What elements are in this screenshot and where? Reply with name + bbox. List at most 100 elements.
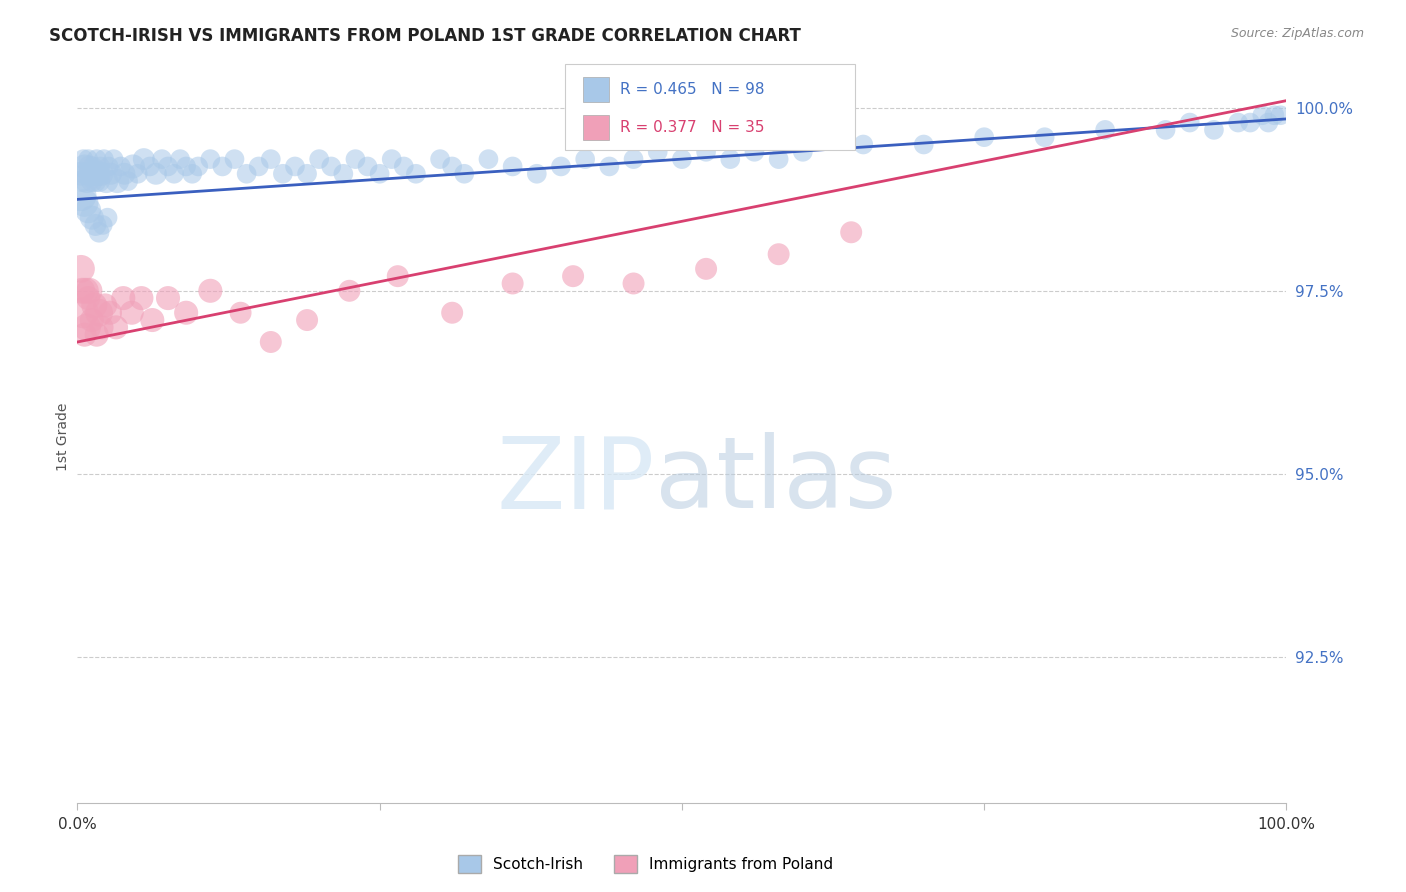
Point xyxy=(97,160,120,174)
Point xyxy=(284,160,307,174)
Point xyxy=(1033,130,1056,145)
Point xyxy=(157,291,180,305)
Point xyxy=(247,160,270,174)
Point xyxy=(94,298,117,312)
Point xyxy=(83,167,105,181)
Point xyxy=(973,130,995,145)
Point xyxy=(72,152,94,166)
Point xyxy=(744,145,766,159)
Point xyxy=(90,320,112,334)
Point xyxy=(526,167,548,181)
Point xyxy=(1239,115,1261,129)
Point xyxy=(73,327,96,342)
Point xyxy=(90,167,112,181)
Point xyxy=(295,167,318,181)
Point xyxy=(103,152,125,166)
Point xyxy=(80,174,103,188)
Point xyxy=(1263,108,1285,122)
Point xyxy=(695,145,717,159)
Point xyxy=(87,225,110,239)
Point xyxy=(70,174,93,188)
Text: atlas: atlas xyxy=(655,433,897,530)
Point xyxy=(72,306,94,320)
Point xyxy=(224,152,246,166)
Text: SCOTCH-IRISH VS IMMIGRANTS FROM POLAND 1ST GRADE CORRELATION CHART: SCOTCH-IRISH VS IMMIGRANTS FROM POLAND 1… xyxy=(49,27,801,45)
Point xyxy=(229,306,252,320)
Point xyxy=(100,167,122,181)
Point xyxy=(387,269,409,284)
Point xyxy=(139,160,162,174)
Point xyxy=(356,160,378,174)
Point xyxy=(1094,123,1116,137)
Point xyxy=(77,152,100,166)
Point xyxy=(105,320,128,334)
Point xyxy=(1227,115,1250,129)
Point xyxy=(73,160,96,174)
Point xyxy=(93,152,115,166)
Point xyxy=(86,152,108,166)
Point xyxy=(82,160,104,174)
Point xyxy=(271,167,294,181)
Point xyxy=(260,152,283,166)
Point xyxy=(295,313,318,327)
Legend: Scotch-Irish, Immigrants from Poland: Scotch-Irish, Immigrants from Poland xyxy=(453,848,839,880)
Point xyxy=(441,160,464,174)
Point xyxy=(200,284,222,298)
Point xyxy=(181,167,204,181)
Point xyxy=(105,174,128,188)
Point xyxy=(405,167,427,181)
Point xyxy=(381,152,404,166)
Point xyxy=(169,152,191,166)
Point xyxy=(73,196,96,211)
Point xyxy=(79,167,101,181)
Point xyxy=(87,306,110,320)
Point xyxy=(441,306,464,320)
Point xyxy=(647,145,669,159)
Point xyxy=(1257,115,1279,129)
Point xyxy=(912,137,935,152)
Point xyxy=(96,211,118,225)
Point xyxy=(84,174,107,188)
Point xyxy=(768,247,790,261)
Point xyxy=(150,152,173,166)
Point xyxy=(75,167,97,181)
Text: R = 0.465   N = 98: R = 0.465 N = 98 xyxy=(620,82,765,96)
Point xyxy=(70,188,93,202)
Point xyxy=(623,277,645,291)
Point xyxy=(718,152,741,166)
Point xyxy=(1154,123,1177,137)
Point xyxy=(339,284,360,298)
Point xyxy=(76,320,98,334)
Point xyxy=(121,306,143,320)
Point xyxy=(79,160,101,174)
Point xyxy=(321,160,343,174)
Point xyxy=(98,306,121,320)
Point xyxy=(792,145,814,159)
Point xyxy=(839,225,862,239)
Text: R = 0.377   N = 35: R = 0.377 N = 35 xyxy=(620,120,765,136)
Point xyxy=(122,160,145,174)
Point xyxy=(187,160,209,174)
Point xyxy=(80,211,103,225)
Point xyxy=(131,291,153,305)
Point xyxy=(96,174,118,188)
Point xyxy=(174,306,197,320)
Text: Source: ZipAtlas.com: Source: ZipAtlas.com xyxy=(1230,27,1364,40)
Point xyxy=(70,284,93,298)
Point xyxy=(235,167,257,181)
Point xyxy=(852,137,875,152)
Point xyxy=(70,261,93,276)
Point xyxy=(502,160,524,174)
Y-axis label: 1st Grade: 1st Grade xyxy=(56,403,70,471)
Point xyxy=(141,313,163,327)
Point xyxy=(1178,115,1201,129)
Point xyxy=(429,152,451,166)
Point xyxy=(117,174,139,188)
Point xyxy=(84,218,107,232)
Point xyxy=(211,160,233,174)
Point xyxy=(70,167,93,181)
Point xyxy=(132,152,155,166)
Point xyxy=(87,167,110,181)
Point xyxy=(1202,123,1225,137)
Point xyxy=(332,167,354,181)
